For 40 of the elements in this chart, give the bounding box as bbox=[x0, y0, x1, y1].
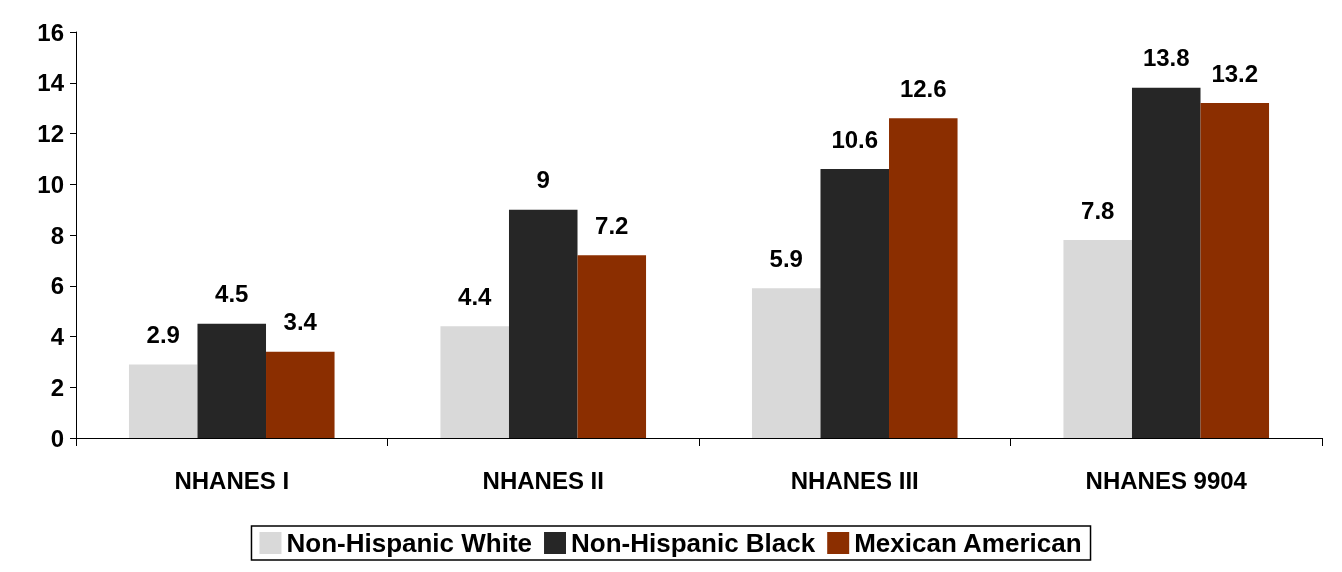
data-label: 12.6 bbox=[899, 74, 947, 102]
y-tick-label: 8 bbox=[50, 221, 64, 249]
legend-label: Non-Hispanic Black bbox=[571, 528, 816, 558]
data-label: 7.2 bbox=[595, 211, 629, 239]
data-label: 13.2 bbox=[1211, 59, 1259, 87]
legend-label: Non-Hispanic White bbox=[286, 528, 533, 558]
data-label: 9 bbox=[536, 166, 550, 194]
data-label: 10.6 bbox=[831, 125, 879, 153]
bar bbox=[266, 351, 335, 438]
y-tick-label: 10 bbox=[37, 170, 64, 198]
bar bbox=[751, 288, 821, 438]
bar bbox=[128, 364, 198, 438]
bar bbox=[1131, 87, 1201, 438]
bar bbox=[577, 255, 647, 438]
bar bbox=[508, 209, 578, 438]
bar bbox=[440, 326, 509, 438]
bar bbox=[820, 169, 890, 438]
y-tick-label: 0 bbox=[50, 424, 64, 452]
y-tick-label: 16 bbox=[37, 18, 64, 46]
data-label: 4.5 bbox=[215, 280, 249, 308]
x-tick-label: NHANES III bbox=[790, 466, 919, 494]
y-tick-label: 14 bbox=[37, 69, 65, 97]
bar bbox=[1063, 240, 1132, 438]
y-tick-label: 4 bbox=[50, 323, 65, 350]
x-tick-label: NHANES 9904 bbox=[1085, 466, 1248, 494]
data-label: 4.4 bbox=[458, 282, 493, 310]
x-tick-label: NHANES II bbox=[482, 466, 604, 494]
data-label: 5.9 bbox=[769, 244, 803, 272]
data-label: 2.9 bbox=[146, 320, 180, 348]
data-label: 13.8 bbox=[1142, 44, 1190, 72]
y-tick-label: 6 bbox=[50, 272, 64, 300]
x-tick-label: NHANES I bbox=[174, 466, 290, 494]
bar bbox=[1200, 103, 1270, 438]
bar bbox=[197, 323, 267, 438]
data-label: 7.8 bbox=[1081, 196, 1115, 224]
legend-label: Mexican American bbox=[854, 528, 1082, 558]
y-tick-label: 2 bbox=[50, 373, 64, 401]
y-tick-label: 12 bbox=[37, 120, 64, 147]
bar bbox=[889, 118, 958, 438]
data-label: 3.4 bbox=[283, 308, 318, 336]
